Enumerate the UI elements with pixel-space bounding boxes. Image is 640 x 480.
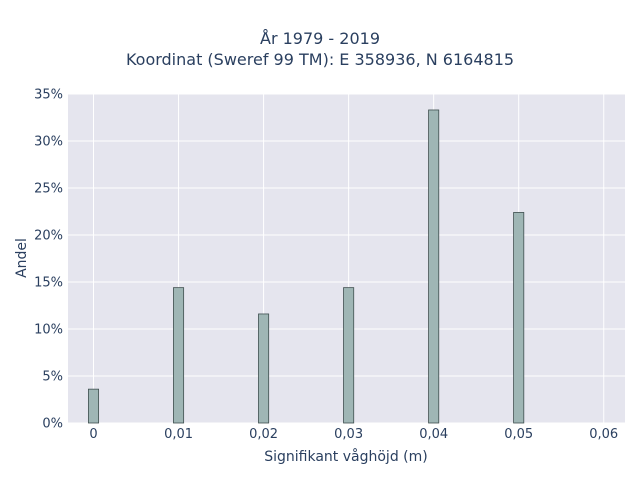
chart-title-line-1: År 1979 - 2019 [260, 29, 380, 48]
y-tick-label: 15% [34, 276, 63, 291]
y-tick-label: 30% [34, 135, 63, 150]
y-tick-label: 5% [42, 370, 63, 385]
x-axis-label: Signifikant våghöjd (m) [264, 448, 427, 465]
y-tick-label: 0% [42, 417, 63, 432]
chart-title-line-2: Koordinat (Sweref 99 TM): E 358936, N 61… [125, 50, 515, 69]
y-tick-label: 20% [34, 229, 63, 244]
y-axis-label: Andel [14, 238, 30, 278]
x-tick-label: 0,04 [419, 427, 448, 442]
bar [343, 287, 355, 424]
x-tick-label: 0,02 [249, 427, 278, 442]
y-tick-label: 25% [34, 182, 63, 197]
x-tick-label: 0,01 [164, 427, 193, 442]
x-tick-label: 0,06 [589, 427, 618, 442]
bar [258, 313, 270, 424]
bar [513, 212, 525, 424]
y-tick-label: 35% [34, 88, 63, 103]
bar [173, 287, 185, 424]
x-tick-label: 0,05 [504, 427, 533, 442]
bar [428, 109, 440, 424]
y-tick-label: 10% [34, 323, 63, 338]
x-tick-label: 0 [89, 427, 97, 442]
bar [88, 388, 100, 424]
x-tick-label: 0,03 [334, 427, 363, 442]
